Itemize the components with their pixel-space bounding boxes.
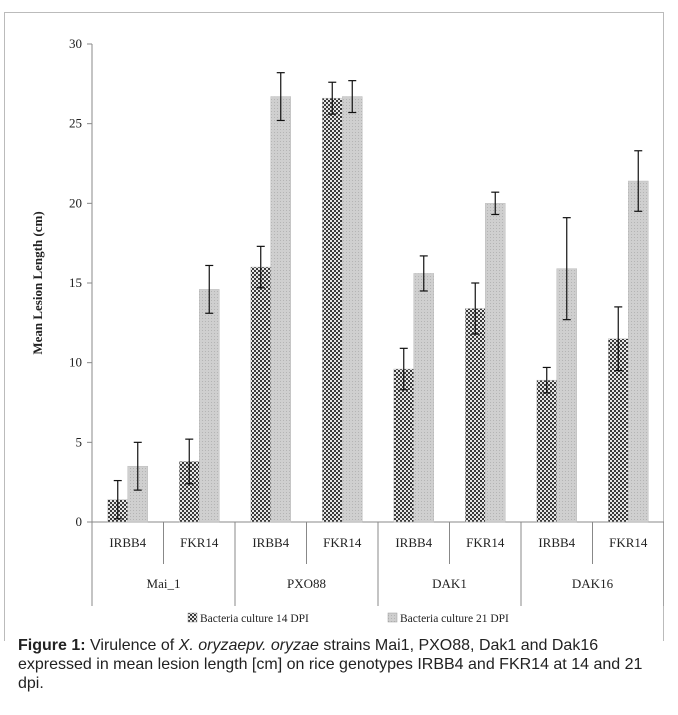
bar-21dpi (485, 203, 506, 523)
caption-text-1: Virulence of (85, 637, 179, 654)
bar-21dpi (413, 273, 434, 523)
figure: 0 5 10 15 20 25 30 Mean Lesion Length (cm) IRBB4… (4, 12, 664, 700)
figure-border (4, 12, 664, 641)
y-tick-label: 0 (76, 514, 83, 529)
bar-14dpi (465, 308, 486, 523)
legend-swatch-14dpi (187, 612, 198, 623)
x-category-label: FKR14 (323, 535, 362, 550)
caption-label: Figure 1: (18, 637, 86, 654)
y-tick-label: 5 (76, 434, 83, 449)
bar-chart: 0 5 10 15 20 25 30 Mean Lesion Length (cm) IRBB4… (4, 12, 664, 641)
bar-14dpi (536, 379, 557, 523)
legend-swatch-21dpi (387, 612, 398, 623)
bar-21dpi (342, 96, 363, 523)
figure-caption: Figure 1: Virulence of X. oryzaepv. oryz… (18, 636, 658, 693)
bar-21dpi (270, 96, 291, 523)
x-group-label: PXO88 (287, 576, 326, 591)
x-category-label: IRBB4 (252, 535, 289, 550)
legend-label: Bacteria culture 21 DPI (400, 613, 509, 625)
bar-14dpi (393, 368, 414, 523)
y-tick-label: 20 (69, 195, 82, 210)
caption-species: X. oryzaepv. oryzae (178, 637, 319, 654)
x-category-label: FKR14 (609, 535, 648, 550)
bar-21dpi (628, 180, 649, 523)
x-category-label: IRBB4 (109, 535, 146, 550)
caption-text-2: strains Mai1, PXO88, Dak1 and Dak16 expr… (18, 637, 643, 692)
x-group-label: Mai_1 (147, 576, 181, 591)
x-category-label: FKR14 (466, 535, 505, 550)
y-tick-label: 15 (69, 275, 82, 290)
x-category-label: FKR14 (180, 535, 219, 550)
x-group-label: DAK1 (432, 576, 467, 591)
x-group-label: DAK16 (572, 576, 614, 591)
bar-14dpi (250, 266, 271, 523)
y-axis-label: Mean Lesion Length (cm) (30, 211, 45, 354)
x-category-label: IRBB4 (395, 535, 432, 550)
y-tick-label: 30 (69, 36, 82, 51)
y-tick-label: 10 (69, 355, 82, 370)
legend-label: Bacteria culture 14 DPI (200, 613, 309, 625)
x-category-label: IRBB4 (538, 535, 575, 550)
y-tick-label: 25 (69, 116, 82, 131)
bar-21dpi (199, 289, 220, 523)
bar-14dpi (322, 97, 343, 523)
